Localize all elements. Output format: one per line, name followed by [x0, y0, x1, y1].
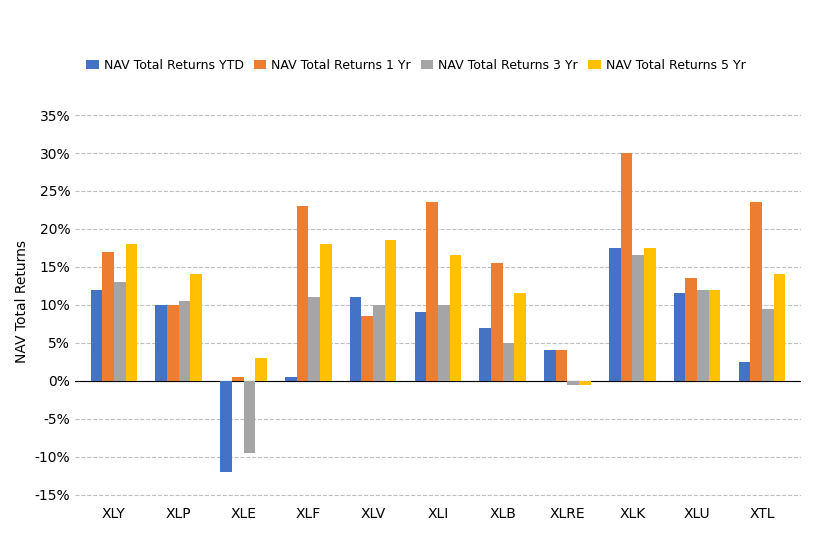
Bar	[762, 309, 774, 381]
Bar	[244, 381, 255, 453]
Legend: NAV Total Returns YTD, NAV Total Returns 1 Yr, NAV Total Returns 3 Yr, NAV Total: NAV Total Returns YTD, NAV Total Returns…	[81, 54, 750, 77]
Bar	[255, 358, 267, 381]
Bar	[102, 252, 114, 381]
Bar	[449, 256, 461, 381]
Y-axis label: NAV Total Returns: NAV Total Returns	[15, 240, 29, 362]
Bar	[491, 263, 502, 381]
Bar	[426, 203, 438, 381]
Bar	[415, 312, 426, 381]
Bar	[750, 203, 762, 381]
Bar	[633, 256, 644, 381]
Bar	[320, 244, 332, 381]
Bar	[191, 274, 202, 381]
Bar	[385, 240, 396, 381]
Bar	[568, 381, 579, 384]
Bar	[361, 316, 373, 381]
Bar	[179, 301, 191, 381]
Bar	[774, 274, 785, 381]
Bar	[644, 248, 655, 381]
Bar	[621, 153, 633, 381]
Bar	[91, 289, 102, 381]
Bar	[709, 289, 721, 381]
Bar	[556, 351, 568, 381]
Bar	[373, 305, 385, 381]
Bar	[297, 206, 308, 381]
Bar	[514, 293, 526, 381]
Bar	[126, 244, 137, 381]
Bar	[114, 282, 126, 381]
Bar	[579, 381, 591, 384]
Bar	[697, 289, 709, 381]
Bar	[285, 377, 297, 381]
Bar	[308, 297, 320, 381]
Bar	[220, 381, 232, 472]
Bar	[232, 377, 244, 381]
Bar	[480, 327, 491, 381]
Bar	[438, 305, 449, 381]
Bar	[685, 278, 697, 381]
Bar	[674, 293, 685, 381]
Bar	[349, 297, 361, 381]
Bar	[155, 305, 167, 381]
Bar	[544, 351, 556, 381]
Bar	[609, 248, 621, 381]
Bar	[738, 362, 750, 381]
Bar	[167, 305, 179, 381]
Bar	[502, 343, 514, 381]
